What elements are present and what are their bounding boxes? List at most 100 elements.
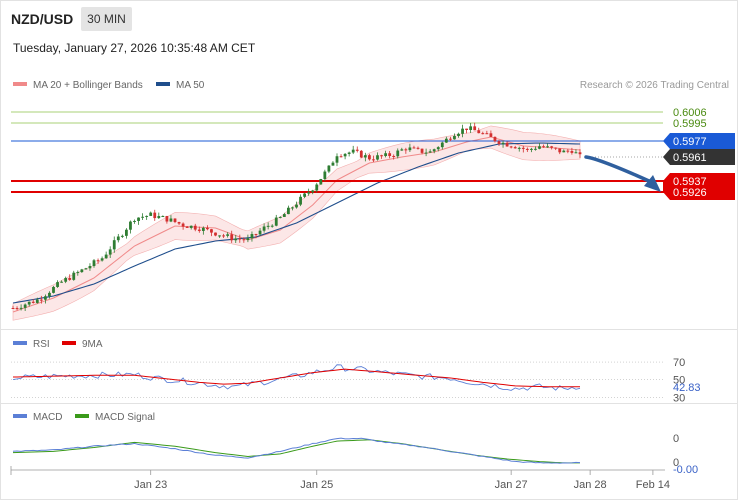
candle-body: [566, 150, 570, 152]
candle-body: [96, 260, 100, 262]
candle-body: [380, 155, 383, 157]
candle-body: [368, 155, 371, 160]
rsi-swatch: [13, 341, 27, 346]
candle-body: [181, 223, 185, 227]
candle-body: [295, 204, 298, 208]
candle-body: [521, 147, 525, 149]
candle-body: [201, 227, 205, 231]
candle-body: [27, 301, 31, 305]
candle-body: [477, 130, 481, 134]
candle-body: [335, 156, 339, 163]
legend-rsi: RSI: [13, 339, 50, 350]
candle-body: [412, 147, 416, 149]
candle-body: [546, 146, 549, 148]
candle-body: [100, 258, 104, 261]
x-tick-label: Feb 14: [636, 479, 670, 491]
candle-body: [169, 218, 173, 222]
candle-body: [319, 179, 323, 185]
level-0.6006-label: 0.6006: [673, 107, 707, 119]
candle-body: [453, 135, 456, 140]
level-0.5995-label: 0.5995: [673, 118, 707, 130]
candle-body: [120, 235, 124, 237]
candle-body: [432, 149, 436, 152]
x-tick-label: Jan 28: [574, 479, 607, 491]
candle-body: [197, 229, 201, 231]
copyright: Research © 2026 Trading Central: [579, 80, 729, 91]
candle-body: [416, 147, 420, 149]
last-price-tag-text: 0.5961: [673, 152, 707, 164]
last-price-tag: [663, 149, 735, 165]
candle-body: [525, 148, 529, 150]
candle-body: [270, 225, 274, 227]
candle-body: [481, 133, 485, 135]
candle-body: [542, 146, 545, 148]
support-tag-1-text: 0.5937: [673, 176, 707, 188]
rsi-line: [12, 364, 581, 391]
timeframe-button[interactable]: 30 MIN: [81, 7, 132, 31]
candle-body: [534, 148, 537, 150]
rsi-9ma-line: [12, 368, 580, 388]
candle-body: [206, 227, 209, 230]
candle-body: [489, 133, 493, 137]
rsi-last-value: 42.83: [673, 382, 701, 394]
candle-body: [137, 217, 140, 221]
candle-body: [509, 146, 513, 148]
candle-body: [343, 153, 347, 157]
candle-body: [461, 128, 464, 134]
pane-divider: [1, 403, 737, 404]
timestamp: Tuesday, January 27, 2026 10:35:48 AM CE…: [13, 41, 256, 55]
candle-body: [497, 141, 501, 144]
x-tick-label: Jan 23: [134, 479, 167, 491]
candle-body: [355, 149, 359, 151]
candle-body: [193, 225, 197, 230]
candle-body: [578, 152, 582, 155]
candle-body: [11, 308, 15, 309]
support-tag-2-text: 0.5926: [673, 187, 707, 199]
legend-macd-signal: MACD Signal: [75, 412, 155, 423]
macd-last-value: -0.00: [673, 464, 698, 476]
candle-body: [177, 222, 181, 224]
candle-body: [222, 235, 225, 237]
rsi-tick-70: 70: [673, 357, 685, 369]
candle-body: [52, 286, 55, 293]
candle-body: [133, 220, 136, 222]
candle-body: [299, 196, 302, 205]
candle-body: [23, 304, 27, 308]
candle-body: [76, 272, 80, 274]
candle-body: [449, 138, 452, 140]
candle-body: [278, 216, 282, 218]
candle-body: [56, 282, 59, 287]
candle-body: [173, 218, 177, 223]
candle-body: [444, 138, 448, 143]
candle-body: [104, 254, 108, 259]
macd-signal-line: [12, 439, 580, 464]
candle-body: [404, 149, 408, 151]
candle-body: [88, 266, 92, 269]
candle-body: [339, 156, 343, 158]
rsi-9ma-swatch: [62, 341, 76, 346]
candle-body: [274, 217, 278, 226]
candle-body: [493, 136, 497, 142]
resistance-tag-text: 0.5977: [673, 136, 707, 148]
candle-body: [558, 148, 562, 153]
candle-body: [108, 249, 112, 255]
ma20-swatch: [13, 82, 27, 87]
candle-body: [392, 155, 396, 157]
candle-body: [501, 142, 505, 144]
candle-body: [141, 216, 144, 218]
candle-body: [72, 272, 76, 280]
candle-body: [125, 229, 128, 236]
candle-body: [48, 292, 51, 297]
candle-body: [226, 234, 230, 236]
macd-line: [12, 437, 581, 464]
candle-body: [80, 269, 84, 273]
candle-body: [165, 216, 169, 222]
rsi-tick-50: 50: [673, 375, 685, 387]
candle-body: [129, 221, 132, 230]
candle-body: [408, 147, 412, 151]
candle-body: [505, 142, 509, 147]
candle-body: [303, 193, 306, 197]
candle-body: [210, 229, 213, 233]
candle-body: [570, 151, 574, 153]
candle-body: [311, 190, 315, 193]
